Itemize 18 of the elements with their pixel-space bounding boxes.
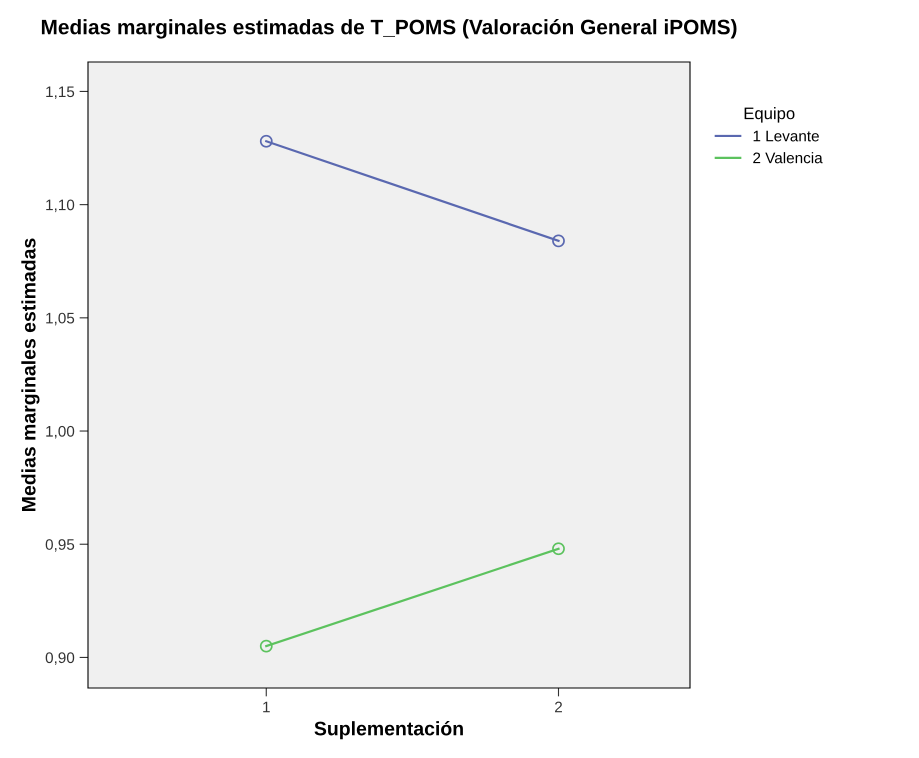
legend-label: 2 Valencia: [753, 152, 823, 164]
y-tick-label: 0,90: [46, 652, 74, 665]
point: [552, 542, 565, 556]
legend-title: Equipo: [744, 107, 794, 123]
x-axis-title: Suplementación: [314, 720, 463, 740]
y-tick-label: 1,00: [46, 426, 74, 439]
x-tick-label: 2: [555, 702, 562, 712]
point: [552, 234, 565, 248]
y-axis-title: Medias marginales estimadas: [21, 238, 40, 511]
point: [260, 134, 273, 148]
y-tick-label: 1,10: [46, 200, 74, 212]
y-tick-label: 1,15: [46, 86, 74, 99]
y-tick-label: 1,05: [46, 312, 74, 326]
x-tick-label: 1: [263, 702, 270, 712]
chart-title: Medias marginales estimadas de T_POMS (Valoración General iPOMS): [42, 18, 736, 39]
y-tick-label: 0,95: [46, 539, 74, 552]
legend-label: 1 Levante: [754, 130, 819, 142]
point: [260, 640, 273, 653]
